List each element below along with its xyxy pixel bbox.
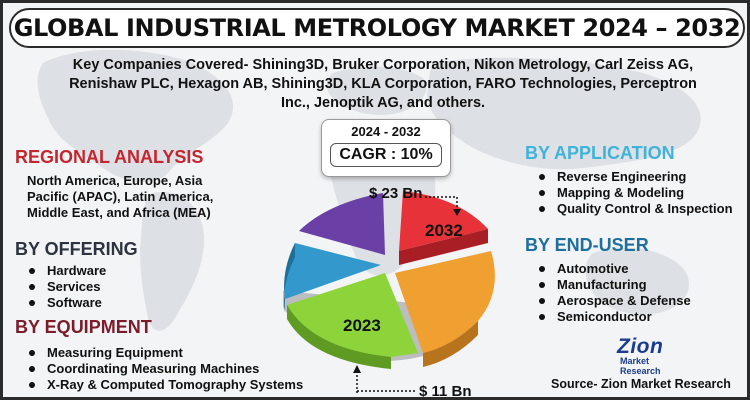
logo-sub-text: Market Research: [620, 356, 661, 376]
pie-slice-blue: [284, 243, 381, 299]
zion-logo: Zion Market Research: [617, 335, 687, 376]
application-list: Reverse Engineering Mapping & Modeling Q…: [533, 169, 733, 217]
pie-slice-red: [399, 191, 488, 251]
page-title: GLOBAL INDUSTRIAL METROLOGY MARKET 2024 …: [13, 14, 741, 42]
end-user-list: Automotive Manufacturing Aerospace & Def…: [533, 261, 691, 325]
list-item: Mapping & Modeling: [533, 185, 733, 201]
by-application-heading: BY APPLICATION: [525, 143, 675, 163]
list-item: Semiconductor: [533, 309, 691, 325]
cagr-years: 2024 - 2032: [351, 124, 421, 139]
cagr-box: 2024 - 2032 CAGR : 10%: [321, 119, 451, 177]
list-item: Measuring Equipment: [23, 345, 303, 361]
list-item: Software: [23, 295, 106, 311]
by-offering-heading: BY OFFERING: [15, 239, 138, 259]
regional-analysis-heading: REGIONAL ANALYSIS: [15, 147, 204, 167]
market-pie-graphic: 2032 2023: [283, 191, 495, 369]
pie-slice-orange: [395, 251, 495, 353]
cagr-value: CAGR : 10%: [330, 143, 442, 167]
by-equipment-heading: BY EQUIPMENT: [15, 317, 152, 337]
list-item: Quality Control & Inspection: [533, 201, 733, 217]
title-banner: GLOBAL INDUSTRIAL METROLOGY MARKET 2024 …: [9, 8, 745, 48]
list-item: X-Ray & Computed Tomography Systems: [23, 377, 303, 393]
offering-list: Hardware Services Software: [23, 263, 106, 311]
key-companies-text: Key Companies Covered- Shining3D, Bruker…: [69, 57, 697, 111]
arrow-2023-icon: [353, 365, 415, 393]
list-item: Coordinating Measuring Machines: [23, 361, 303, 377]
list-item: Automotive: [533, 261, 691, 277]
pie-label-2032: 2032: [425, 221, 463, 240]
by-end-user-heading: BY END-USER: [525, 235, 649, 255]
pie-slice-red-side: [399, 229, 488, 265]
pie-label-2023: 2023: [343, 316, 381, 335]
pie-slice-green: [287, 273, 418, 357]
pie-slice-green-side: [287, 305, 391, 369]
arrow-2032-icon: [425, 196, 461, 216]
logo-main-text: Zion: [617, 335, 664, 358]
pie-slice-blue-side: [284, 243, 295, 313]
regional-analysis-text: North America, Europe, Asia Pacific (APA…: [27, 173, 214, 220]
list-item: Aerospace & Defense: [533, 293, 691, 309]
pie-slice-purple: [299, 193, 385, 255]
list-item: Manufacturing: [533, 277, 691, 293]
value-2032-label: $ 23 Bn: [369, 185, 423, 202]
list-item: Services: [23, 279, 106, 295]
equipment-list: Measuring Equipment Coordinating Measuri…: [23, 345, 303, 393]
value-2023-label: $ 11 Bn: [419, 383, 472, 400]
list-item: Reverse Engineering: [533, 169, 733, 185]
source-credit: Source- Zion Market Research: [551, 377, 731, 391]
list-item: Hardware: [23, 263, 106, 279]
pie-slice-orange-side: [423, 321, 478, 367]
